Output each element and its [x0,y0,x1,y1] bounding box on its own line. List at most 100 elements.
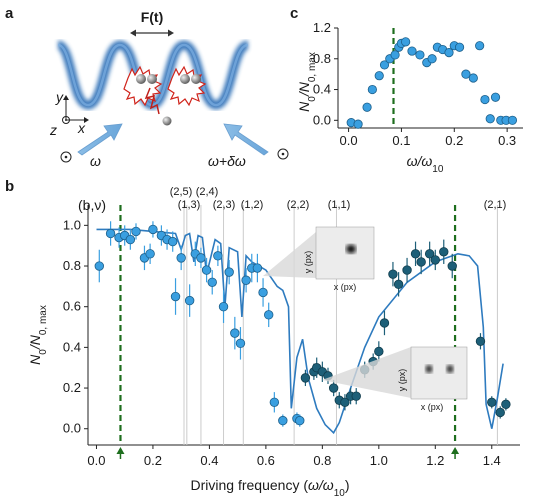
data-point [168,236,178,247]
panel-a: a F(t) y z x [5,5,289,169]
resonance-label: (2,1) [484,199,507,211]
up-arrow-icon [116,447,125,454]
data-point [439,247,449,257]
panel-c-xtick-label: 0.1 [392,133,410,148]
data-point [105,228,116,239]
panel-c-ytick-label: 0.4 [313,82,331,97]
data-point [94,261,104,271]
axis-x-label: x [77,120,86,136]
data-point [388,269,398,279]
panel-label-b: b [5,178,14,195]
data-point [495,407,505,418]
panel-c-data-point [367,84,377,95]
panel-c-plot: 0.0 0.1 0.2 0.3 0.0 0.4 0.8 1.2 [313,20,523,148]
panel-c-ylabel: N0/N0, max [296,52,318,112]
data-point [447,261,457,271]
panel-c-data-point [401,37,411,47]
data-point [501,399,511,410]
panel-b-ytick-label: 0.0 [63,421,81,436]
data-point [224,267,234,277]
resonance-label: (2,3) [213,199,236,211]
data-point [148,224,158,235]
atom-pair-right [167,65,207,107]
data-point [252,263,263,273]
panel-b: b (b,ν) N0/N0, max Driving frequency (ω/… [5,178,520,498]
polarization-left-icon [60,151,72,163]
panel-label-a: a [5,5,14,22]
inset-image-1: y (px) x (px) [263,226,375,292]
panel-c-data-point [454,42,465,52]
panel-c-xtick-label: 0.3 [498,133,516,148]
data-point [351,391,361,401]
data-point [430,255,440,265]
data-point [207,277,217,287]
beam-left-arrow [77,123,123,156]
data-point [264,310,274,320]
data-point [300,373,311,383]
resonance-label: (1,3) [178,199,201,211]
data-point [125,234,136,245]
panel-c-xtick-label: 0.0 [340,133,358,148]
data-point [328,383,339,393]
resonance-label: (1,1) [328,199,351,211]
up-arrow-icon [451,447,460,454]
data-point [340,397,350,407]
panel-b-plot: (2,5) (2,4)(1,3) (2,3) (1,2) (2,2) (1,1) (2,1)… [63,186,520,468]
panel-c-xtick-label: 0.2 [445,133,463,148]
panel-b-xlabel: Driving frequency (ω/ω10) [191,477,350,498]
panel-c-data-point [480,94,490,105]
panel-c: c N0/N0, max ω/ω10 0.0 0.1 0.2 0.3 0.0 0.4 0.8… [290,5,523,175]
inset-1-ylabel: y (px) [303,251,313,274]
panel-b-xtick-label: 1.2 [426,453,444,468]
resonance-label: (2,2) [287,199,310,211]
data-point [374,346,384,357]
force-arrow-icon [130,29,174,37]
panel-c-data-point [468,73,478,83]
data-point [416,257,426,267]
panel-b-ytick-label: 0.2 [63,380,81,395]
data-point [410,249,421,259]
inset-1-xlabel: x (px) [334,282,357,292]
coordinate-axes-icon [62,95,89,124]
inset-image-2: y (px) x (px) [322,346,468,412]
panel-c-data-point [415,50,425,60]
data-point [230,328,240,338]
beam-right-label: ω+δω [208,153,246,169]
beam-right-arrow [223,123,269,156]
data-point [145,249,155,259]
data-point [201,265,212,275]
data-point [170,291,181,302]
panel-b-ylabel: N0/N0, max [27,305,49,365]
panel-b-ytick-label: 1.0 [63,217,81,232]
data-point [196,253,206,263]
band-header: (b,ν) [78,197,106,213]
panel-b-xtick-label: 1.4 [483,453,501,468]
data-point [295,415,305,426]
panel-c-ytick-label: 0.8 [313,51,331,66]
panel-c-data-point [362,102,372,112]
data-point [402,265,412,275]
panel-c-data-point [390,50,400,60]
panel-c-data-point [461,69,471,79]
data-point [241,275,251,285]
data-point [487,397,497,407]
panel-c-data-point [427,54,437,64]
panel-b-xtick-label: 0.0 [87,453,105,468]
resonance-label: (1,2) [241,199,264,211]
data-point [379,318,390,328]
lost-atom [162,116,172,126]
decay-arrow-icon [144,87,160,115]
panel-c-data-point [374,71,384,81]
panel-c-data-point [475,41,485,51]
data-point [235,338,246,349]
panel-label-c: c [290,5,298,22]
panel-b-ytick-label: 0.4 [63,339,81,354]
panel-c-data-point [485,114,495,124]
data-point [278,415,288,426]
panel-c-data-point [507,115,518,125]
data-point [258,287,268,298]
panel-b-xtick-label: 1.0 [370,453,388,468]
theory-curve [96,228,504,435]
data-point [213,251,223,261]
